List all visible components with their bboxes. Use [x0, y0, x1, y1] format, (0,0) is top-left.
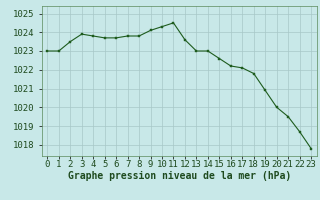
X-axis label: Graphe pression niveau de la mer (hPa): Graphe pression niveau de la mer (hPa): [68, 171, 291, 181]
